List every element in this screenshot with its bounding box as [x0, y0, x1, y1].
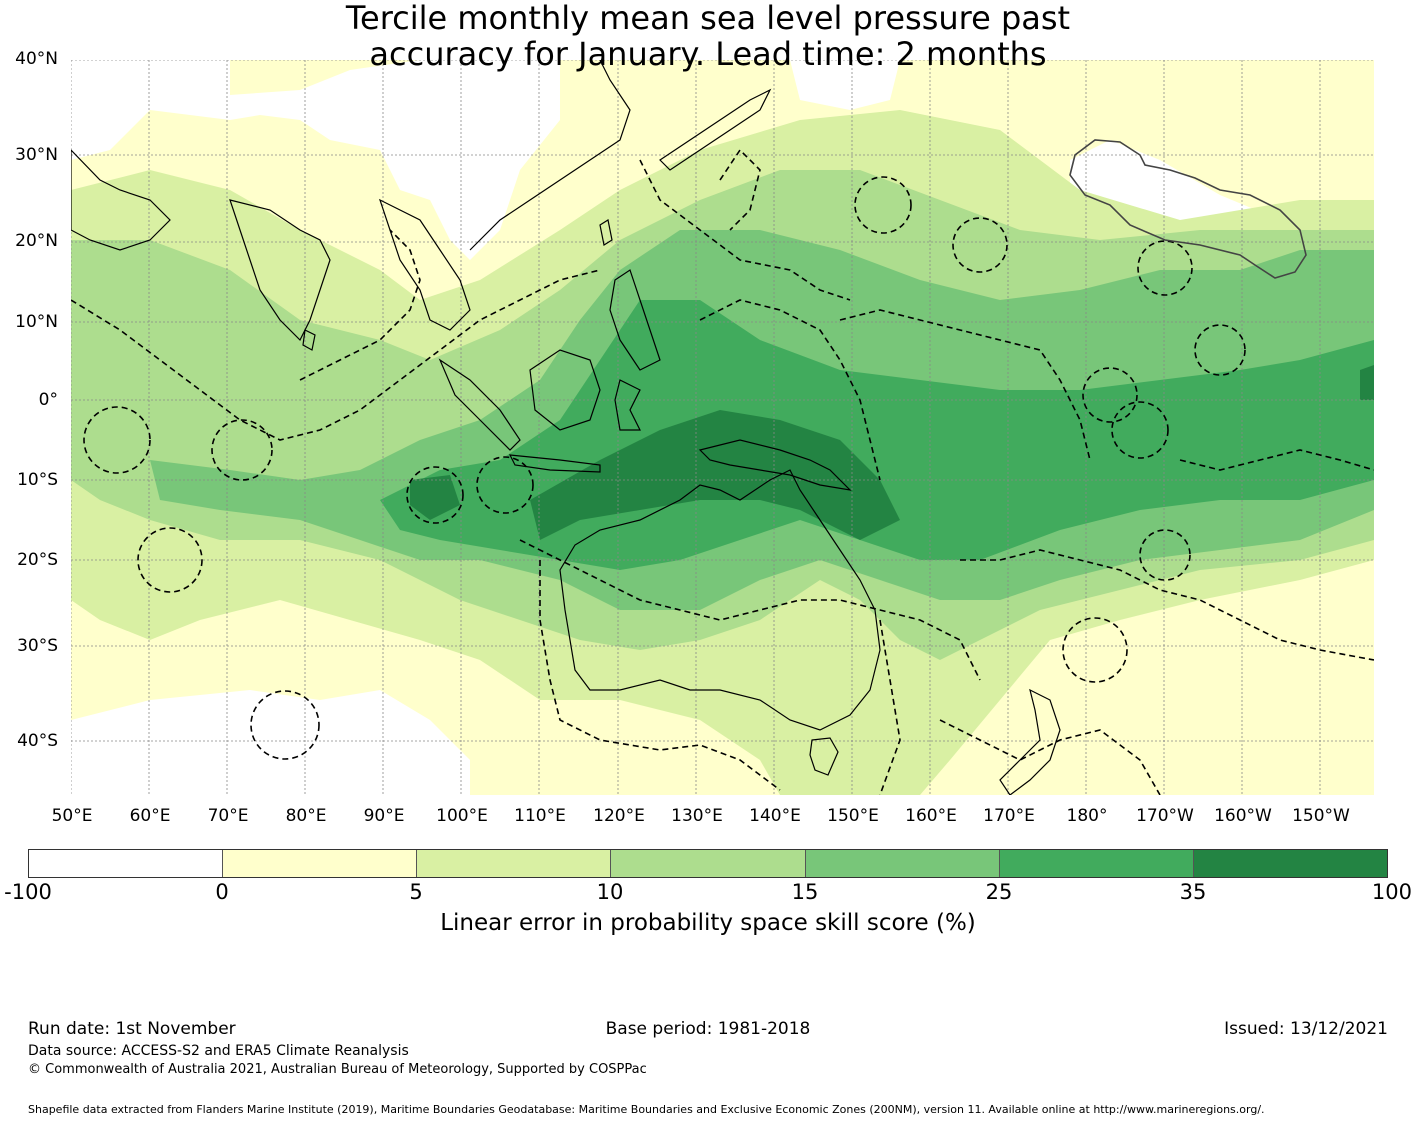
- colorbar-tick: -100: [4, 880, 52, 904]
- lon-label: 170°W: [1136, 806, 1194, 826]
- lat-label: 30°S: [17, 636, 58, 656]
- coast-tasmania: [809, 737, 839, 776]
- colorbar-label: Linear error in probability space skill …: [440, 910, 976, 936]
- lon-label: 150°E: [827, 806, 879, 826]
- colorbar-cell: [417, 850, 612, 877]
- title-line-1: Tercile monthly mean sea level pressure …: [345, 0, 1071, 37]
- coast-arabia: [71, 149, 171, 251]
- lon-label: 110°E: [514, 806, 566, 826]
- lon-label: 80°E: [285, 806, 327, 826]
- lon-label: 150°W: [1292, 806, 1350, 826]
- coast-sulawesi: [614, 379, 641, 431]
- coast-china: [469, 60, 631, 251]
- colorbar-tick: 35: [1179, 880, 1207, 904]
- lat-label: 10°S: [17, 470, 58, 490]
- lat-label: 30°N: [15, 145, 58, 165]
- lat-label: 20°S: [17, 550, 58, 570]
- colorbar-cell: [1193, 850, 1387, 877]
- coast-sri-lanka: [302, 329, 316, 351]
- lat-label: 0°: [38, 390, 58, 410]
- run-date: Run date: 1st November: [28, 1019, 236, 1039]
- coastlines: [71, 60, 1061, 795]
- coast-indochina: [378, 198, 471, 331]
- graticule: [71, 60, 1374, 795]
- coast-borneo: [529, 349, 601, 431]
- coast-japan: [659, 88, 772, 171]
- lat-label: 10°N: [15, 312, 58, 332]
- coast-taiwan: [599, 219, 613, 246]
- lon-label: 50°E: [51, 806, 93, 826]
- skill-score-map: [71, 60, 1374, 795]
- coast-philippines: [609, 269, 661, 371]
- colorbar-tick: 15: [791, 880, 819, 904]
- colorbar-tick: 100: [1371, 880, 1412, 904]
- lon-label: 160°E: [905, 806, 957, 826]
- lon-label: 140°E: [749, 806, 801, 826]
- lon-label: 120°E: [593, 806, 645, 826]
- shapefile-credit: Shapefile data extracted from Flanders M…: [28, 1103, 1265, 1116]
- colorbar-tick: 10: [596, 880, 624, 904]
- negative-skill-region-south: [71, 690, 470, 795]
- lon-label: 160°W: [1214, 806, 1272, 826]
- lon-label: 70°E: [207, 806, 249, 826]
- eez-boundary-hawaii: [1069, 139, 1307, 279]
- coast-australia: [559, 469, 881, 731]
- lon-label: 90°E: [363, 806, 405, 826]
- lat-label: 20°N: [15, 231, 58, 251]
- lon-label: 60°E: [129, 806, 171, 826]
- colorbar-cell: [223, 850, 418, 877]
- colorbar-tick: 5: [409, 880, 423, 904]
- lon-label: 100°E: [436, 806, 488, 826]
- copyright: © Commonwealth of Australia 2021, Austra…: [28, 1062, 647, 1077]
- title-line-2: accuracy for January. Lead time: 2 month…: [369, 35, 1047, 73]
- coast-new-zealand: [999, 688, 1061, 795]
- data-source: Data source: ACCESS-S2 and ERA5 Climate …: [28, 1043, 409, 1059]
- map-title: Tercile monthly mean sea level pressure …: [0, 0, 1416, 72]
- colorbar-cell: [611, 850, 806, 877]
- skill-band-35-100: [530, 410, 900, 540]
- lon-label: 180°: [1066, 806, 1108, 826]
- colorbar-cell: [805, 850, 1000, 877]
- eez-boundaries: [71, 148, 1374, 795]
- coast-sumatra: [438, 358, 521, 451]
- colorbar: [28, 849, 1388, 878]
- colorbar-cell: [29, 850, 224, 877]
- lon-label: 130°E: [671, 806, 723, 826]
- base-period: Base period: 1981-2018: [605, 1019, 811, 1039]
- coast-india: [229, 199, 331, 342]
- coast-new-guinea: [698, 439, 852, 491]
- issued-date: Issued: 13/12/2021: [1224, 1019, 1388, 1039]
- colorbar-cell: [999, 850, 1194, 877]
- colorbar-tick: 0: [215, 880, 229, 904]
- coast-java: [508, 454, 601, 473]
- colorbar-tick: 25: [985, 880, 1013, 904]
- lat-label: 40°N: [15, 49, 58, 69]
- lon-label: 170°E: [983, 806, 1035, 826]
- lat-label: 40°S: [17, 731, 58, 751]
- negative-skill-region-north: [71, 60, 560, 260]
